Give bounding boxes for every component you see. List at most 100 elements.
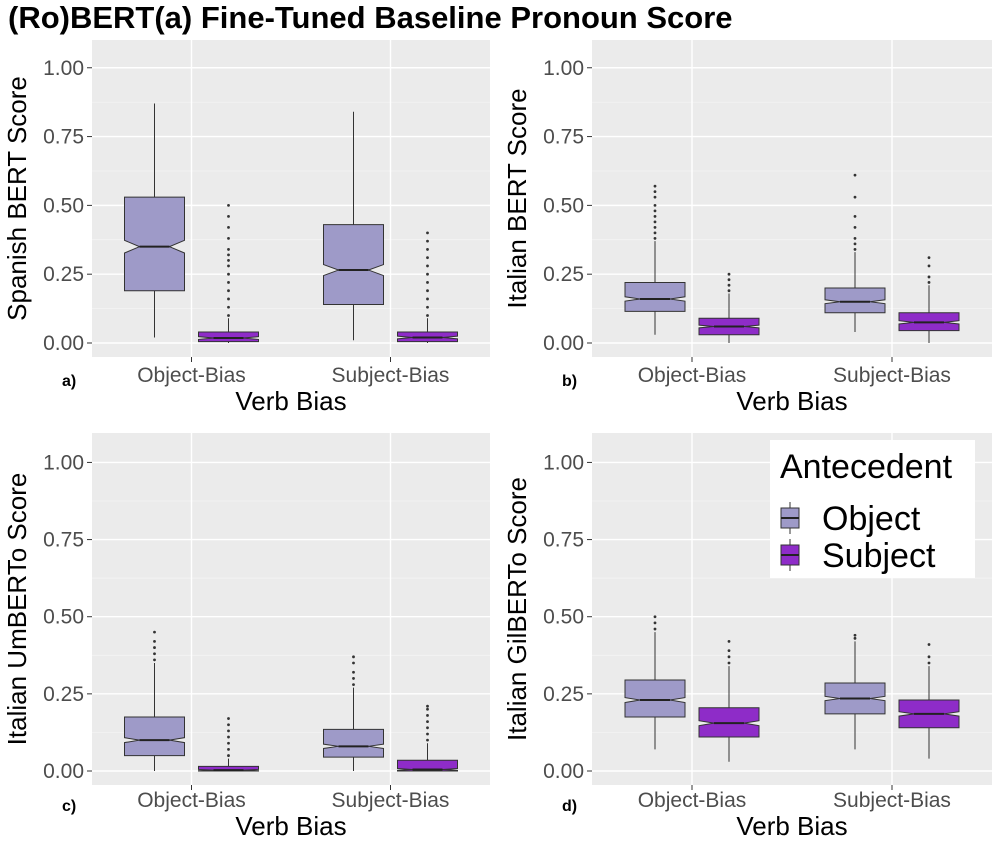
outlier-point [227, 272, 230, 276]
outlier-point [426, 738, 429, 742]
outlier-point [727, 649, 731, 653]
y-tick-label: 0.50 [43, 606, 84, 629]
box-body [124, 716, 185, 757]
outlier-point [653, 195, 657, 199]
panel-label: d) [562, 798, 577, 815]
outlier-point [227, 264, 230, 268]
outlier-point [153, 630, 156, 634]
outlier-point [227, 741, 230, 745]
y-tick-label: 0.00 [543, 760, 584, 783]
y-tick-label: 1.00 [43, 451, 84, 474]
y-tick-label: 0.50 [43, 194, 84, 217]
outlier-point [153, 646, 156, 649]
outlier-point [352, 670, 355, 674]
outlier-point [426, 707, 429, 711]
legend-label-subject: Subject [822, 537, 936, 575]
outlier-point [426, 239, 429, 243]
x-tick-label: Subject-Bias [833, 789, 951, 812]
y-tick-label: 0.00 [43, 332, 84, 355]
outlier-point [927, 661, 931, 665]
outlier-point [227, 281, 230, 284]
outlier-point [227, 723, 230, 727]
outlier-point [727, 661, 731, 665]
box-object-subject-bias [824, 173, 886, 332]
y-axis-label: Italian GilBERTo Score [502, 477, 532, 741]
box-subject-object-bias [698, 640, 760, 762]
x-axis-label: Verb Bias [736, 811, 847, 841]
y-tick-label: 1.00 [543, 57, 584, 80]
y-tick-label: 0.75 [543, 529, 584, 552]
legend-background [770, 440, 975, 578]
legend-label-object: Object [822, 500, 921, 538]
outlier-point [426, 281, 429, 284]
y-axis-label: Spanish BERT Score [2, 76, 32, 321]
y-tick-label: 0.75 [43, 529, 84, 552]
y-tick-label: 0.25 [543, 263, 584, 286]
outlier-point [653, 220, 657, 224]
outlier-point [853, 248, 857, 251]
outlier-point [853, 214, 857, 218]
outlier-point [227, 735, 230, 739]
outlier-point [426, 314, 429, 317]
outlier-point [927, 281, 931, 284]
outlier-point [352, 683, 355, 686]
x-tick-label: Object-Bias [638, 789, 747, 812]
outlier-point [853, 237, 857, 240]
outlier-point [653, 190, 657, 194]
outlier-point [727, 289, 731, 293]
outlier-point [426, 256, 429, 260]
box-body [397, 759, 458, 772]
outlier-point [227, 226, 230, 229]
outlier-point [653, 615, 657, 619]
outlier-point [426, 720, 429, 724]
box-object-subject-bias [323, 111, 384, 341]
x-axis-label: Verb Bias [235, 811, 346, 841]
box-body [624, 281, 686, 312]
outlier-point [653, 203, 657, 207]
box-body [124, 196, 185, 292]
y-axis-label: Italian BERT Score [502, 88, 532, 308]
outlier-point [227, 748, 230, 751]
outlier-point [653, 627, 657, 631]
legend-title: Antecedent [780, 448, 953, 486]
x-tick-label: Subject-Bias [332, 789, 450, 812]
x-tick-label: Object-Bias [638, 364, 747, 387]
box-object-subject-bias [824, 633, 886, 750]
outlier-point [426, 704, 429, 708]
outlier-point [227, 305, 230, 309]
outlier-point [927, 655, 931, 659]
x-axis-label: Verb Bias [736, 386, 847, 416]
outlier-point [227, 289, 230, 293]
outlier-point [853, 195, 857, 199]
outlier-point [352, 677, 355, 680]
y-tick-label: 0.25 [43, 263, 84, 286]
outlier-point [426, 297, 429, 301]
x-tick-label: Subject-Bias [833, 364, 951, 387]
box-object-object-bias [124, 630, 185, 771]
outlier-point [227, 314, 230, 317]
y-tick-label: 0.50 [543, 606, 584, 629]
outlier-point [653, 214, 657, 218]
x-tick-label: Object-Bias [137, 789, 246, 812]
outlier-point [426, 305, 429, 309]
outlier-point [727, 278, 731, 282]
outlier-point [153, 640, 156, 643]
outlier-point [927, 256, 931, 260]
y-tick-label: 0.25 [543, 683, 584, 706]
outlier-point [653, 237, 657, 240]
box-body [198, 331, 259, 343]
panel-b: 0.00 0.25 0.50 0.75 1.00 Object-Bias Subject-B… [502, 40, 992, 416]
box-subject-subject-bias [397, 231, 458, 343]
panel-label: a) [62, 373, 76, 390]
outlier-point [653, 621, 657, 625]
box-subject-object-bias [198, 717, 259, 772]
outlier-point [227, 214, 230, 218]
y-tick-label: 0.00 [543, 332, 584, 355]
outlier-point [853, 226, 857, 229]
box-object-subject-bias [323, 655, 384, 771]
outlier-point [352, 661, 355, 665]
outlier-point [227, 754, 230, 757]
outlier-point [927, 264, 931, 268]
